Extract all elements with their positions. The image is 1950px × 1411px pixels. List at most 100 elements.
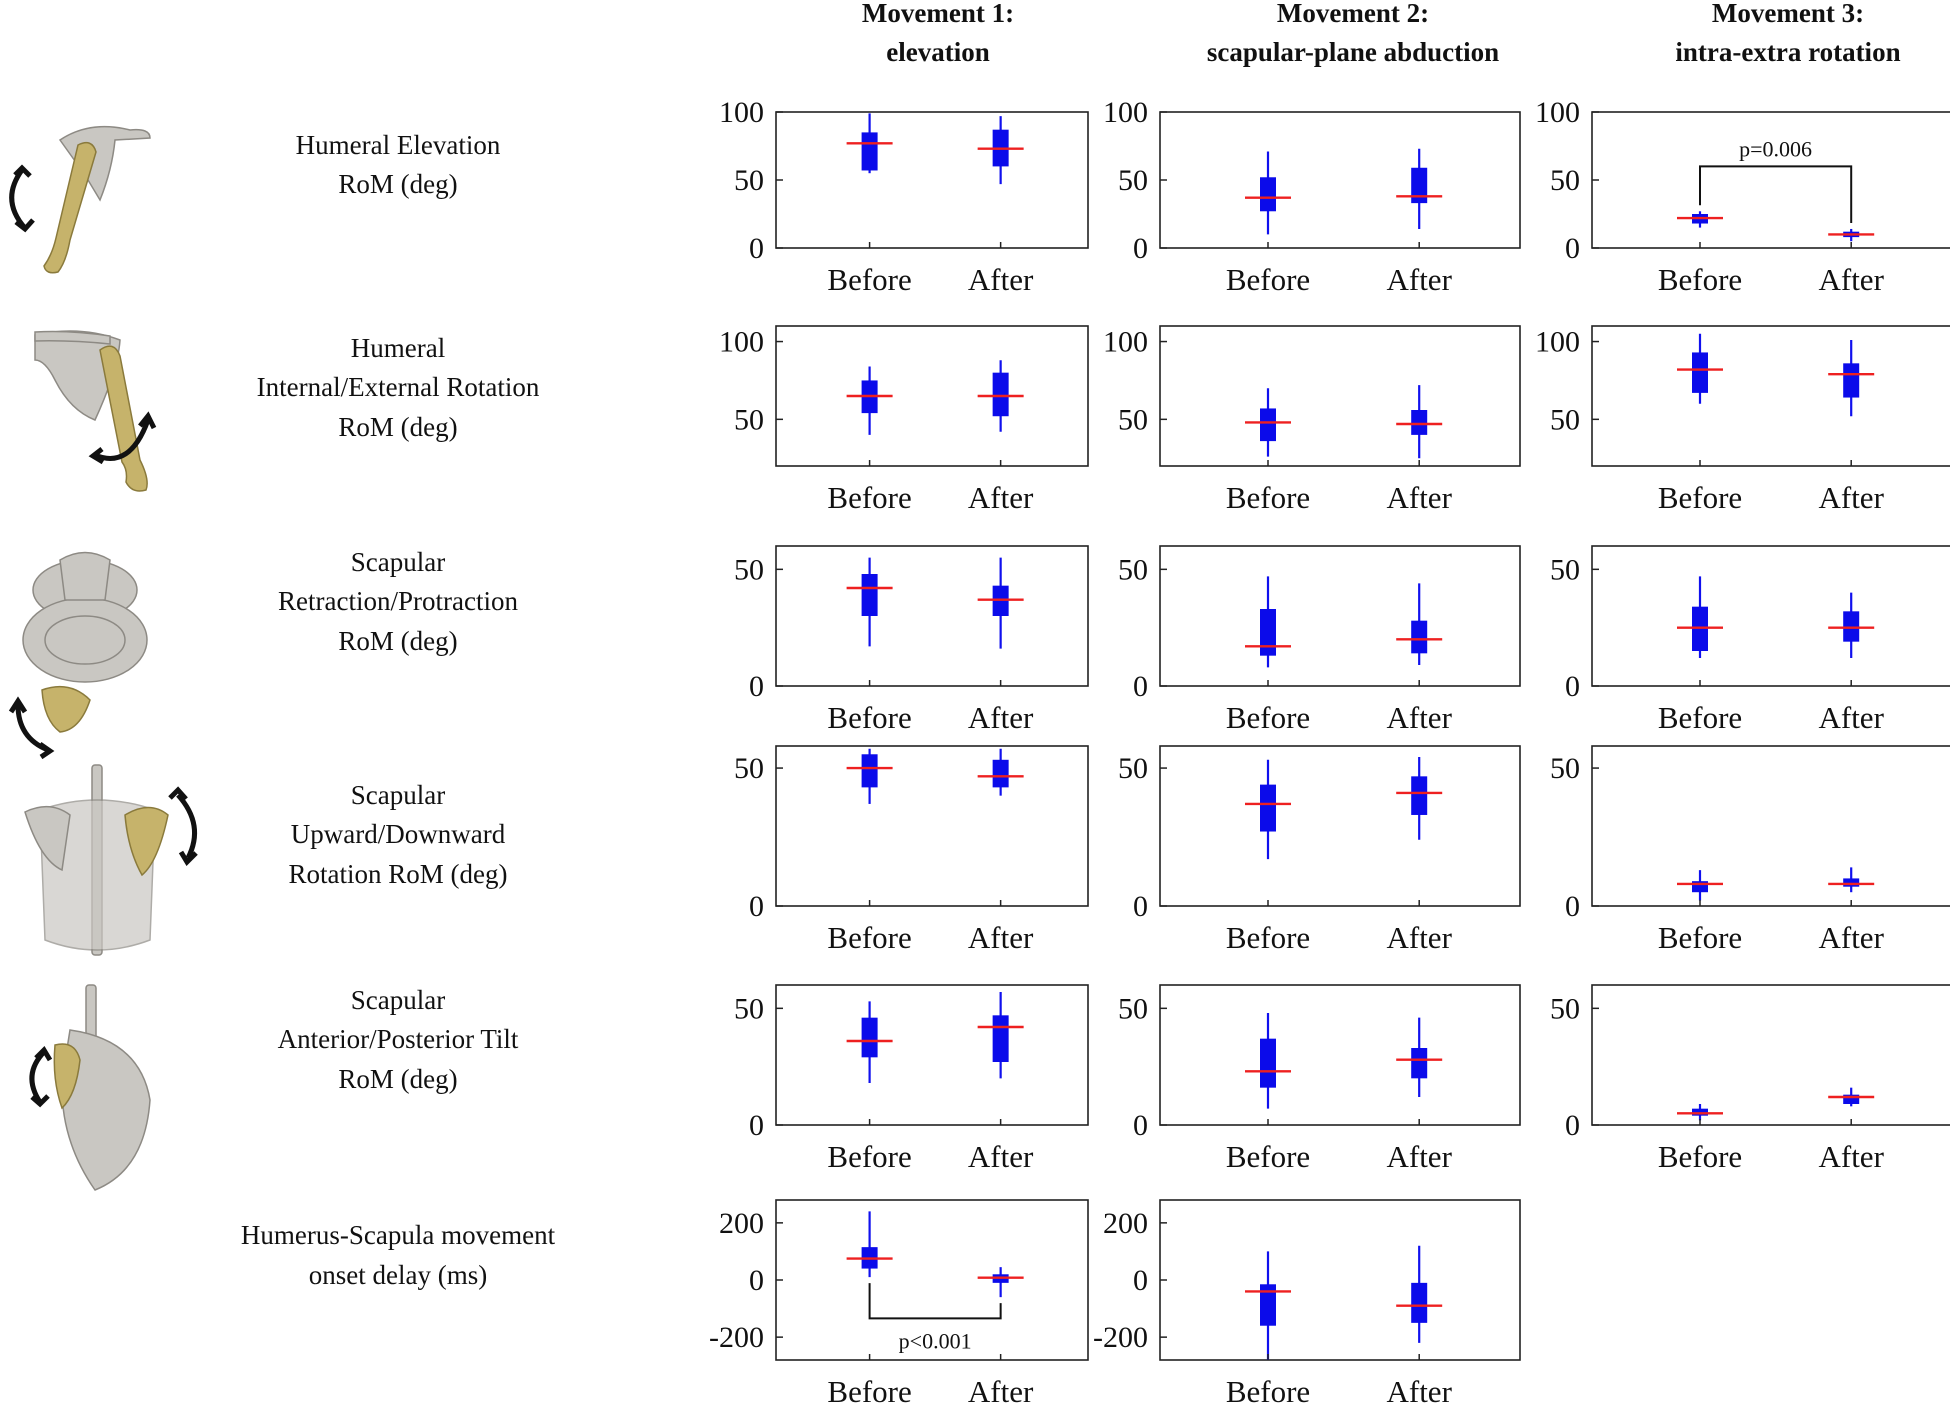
x-tick-label: After xyxy=(1386,700,1452,735)
x-tick-label: Before xyxy=(1226,262,1310,297)
row-5-label-line2: Anterior/Posterior Tilt xyxy=(278,1024,519,1054)
x-tick-label: After xyxy=(1818,1139,1884,1174)
box-before xyxy=(1260,408,1276,442)
box-after xyxy=(1411,1048,1428,1079)
column-header-1-line1: Movement 1: xyxy=(862,0,1014,28)
x-tick-label: Before xyxy=(827,480,911,515)
y-tick-label: 100 xyxy=(1535,96,1580,129)
x-tick-label: After xyxy=(1386,920,1452,955)
y-tick-label: 0 xyxy=(1133,890,1148,923)
panel-r4-c3: 0 50 Before After xyxy=(1550,745,1950,955)
panel-r2-c1: 50 100 Before After xyxy=(719,325,1089,515)
x-tick-label: After xyxy=(968,480,1034,515)
x-tick-label: Before xyxy=(1226,1374,1310,1409)
y-tick-label: 50 xyxy=(1550,403,1580,436)
p-value-label: p=0.006 xyxy=(1739,136,1812,161)
axis-frame xyxy=(1159,745,1521,907)
panels-group: 0 50 100 Before After 0 50 100 Before After 0 50 100… xyxy=(709,96,1950,1409)
panel-r1-c3: 0 50 100 Before After p=0.006 xyxy=(1535,96,1950,297)
panel-r4-c1: 0 50 Before After xyxy=(734,745,1089,955)
y-tick-label: 50 xyxy=(734,553,764,586)
y-tick-label: 50 xyxy=(1118,752,1148,785)
y-tick-label: 50 xyxy=(1550,992,1580,1025)
y-tick-label: 50 xyxy=(1118,992,1148,1025)
column-header-3-line1: Movement 3: xyxy=(1712,0,1864,28)
y-tick-label: 200 xyxy=(719,1207,764,1240)
axis-frame xyxy=(775,111,1089,249)
axis-frame xyxy=(1591,984,1950,1126)
panel-r6-c2: -200 0 200 Before After xyxy=(1093,1199,1521,1409)
x-tick-label: After xyxy=(1386,1374,1452,1409)
axis-frame xyxy=(1159,984,1521,1126)
x-tick-label: Before xyxy=(827,1374,911,1409)
y-tick-label: 0 xyxy=(749,890,764,923)
scapular-retraction-icon xyxy=(8,551,148,760)
y-tick-label: 200 xyxy=(1103,1207,1148,1240)
box-after xyxy=(1411,1282,1428,1323)
panel-r5-c2: 0 50 Before After xyxy=(1118,984,1521,1174)
x-tick-label: After xyxy=(968,262,1034,297)
row-1-label-line1: Humeral Elevation xyxy=(296,130,501,160)
box-before xyxy=(1692,352,1708,393)
x-tick-label: Before xyxy=(1658,262,1742,297)
box-after xyxy=(992,759,1009,788)
row-2-label-line1: Humeral xyxy=(351,333,445,363)
panel-r2-c3: 50 100 Before After xyxy=(1535,325,1950,515)
y-tick-label: 0 xyxy=(1133,1264,1148,1297)
y-tick-label: 100 xyxy=(719,96,764,129)
row-1-label-line2: RoM (deg) xyxy=(338,169,457,199)
panel-r3-c1: 0 50 Before After xyxy=(734,545,1089,735)
box-after xyxy=(992,372,1009,417)
box-after xyxy=(1843,1094,1860,1104)
box-before xyxy=(1692,881,1708,893)
y-tick-label: 0 xyxy=(1133,232,1148,265)
column-header-2-line1: Movement 2: xyxy=(1277,0,1429,28)
box-before xyxy=(1260,609,1276,656)
y-tick-label: 0 xyxy=(749,1109,764,1142)
panel-r3-c2: 0 50 Before After xyxy=(1118,545,1521,735)
scapular-upward-rotation-icon xyxy=(24,764,198,956)
y-tick-label: 0 xyxy=(1565,890,1580,923)
box-before xyxy=(861,574,878,616)
box-before xyxy=(1260,1284,1276,1326)
x-tick-label: Before xyxy=(1226,920,1310,955)
x-tick-label: Before xyxy=(1226,1139,1310,1174)
y-tick-label: 50 xyxy=(1550,752,1580,785)
box-after xyxy=(1411,776,1428,815)
y-tick-label: 50 xyxy=(734,164,764,197)
column-header-1-line2: elevation xyxy=(886,37,989,67)
x-tick-label: After xyxy=(968,1139,1034,1174)
x-tick-label: Before xyxy=(1226,700,1310,735)
y-tick-label: -200 xyxy=(1093,1321,1148,1354)
x-tick-label: Before xyxy=(827,920,911,955)
box-after xyxy=(1843,878,1860,887)
panel-r1-c2: 0 50 100 Before After xyxy=(1103,96,1521,297)
axis-frame xyxy=(1591,111,1950,249)
row-2-label-line3: RoM (deg) xyxy=(338,412,457,442)
x-tick-label: After xyxy=(1818,920,1884,955)
y-tick-label: 50 xyxy=(734,752,764,785)
y-tick-label: 50 xyxy=(734,992,764,1025)
row-5-label-line3: RoM (deg) xyxy=(338,1064,457,1094)
panel-r4-c2: 0 50 Before After xyxy=(1118,745,1521,955)
y-tick-label: 50 xyxy=(1550,553,1580,586)
axis-frame xyxy=(775,984,1089,1126)
axis-frame xyxy=(775,745,1089,907)
x-tick-label: After xyxy=(1386,262,1452,297)
p-value-label: p<0.001 xyxy=(899,1328,972,1353)
y-tick-label: 0 xyxy=(749,232,764,265)
panel-r1-c1: 0 50 100 Before After xyxy=(719,96,1089,297)
y-tick-label: 0 xyxy=(1133,1109,1148,1142)
humeral-rotation-icon xyxy=(34,330,157,492)
y-tick-label: 50 xyxy=(1550,164,1580,197)
y-tick-label: 0 xyxy=(1133,670,1148,703)
axis-frame xyxy=(775,325,1089,467)
box-after xyxy=(1411,620,1428,654)
panel-r3-c3: 0 50 Before After xyxy=(1550,545,1950,735)
box-before xyxy=(1260,177,1276,212)
row-4-label-line1: Scapular xyxy=(351,780,445,810)
y-tick-label: -200 xyxy=(709,1321,764,1354)
x-tick-label: Before xyxy=(1658,700,1742,735)
panel-r6-c1: -200 0 200 Before After p<0.001 xyxy=(709,1199,1089,1409)
y-tick-label: 0 xyxy=(749,670,764,703)
